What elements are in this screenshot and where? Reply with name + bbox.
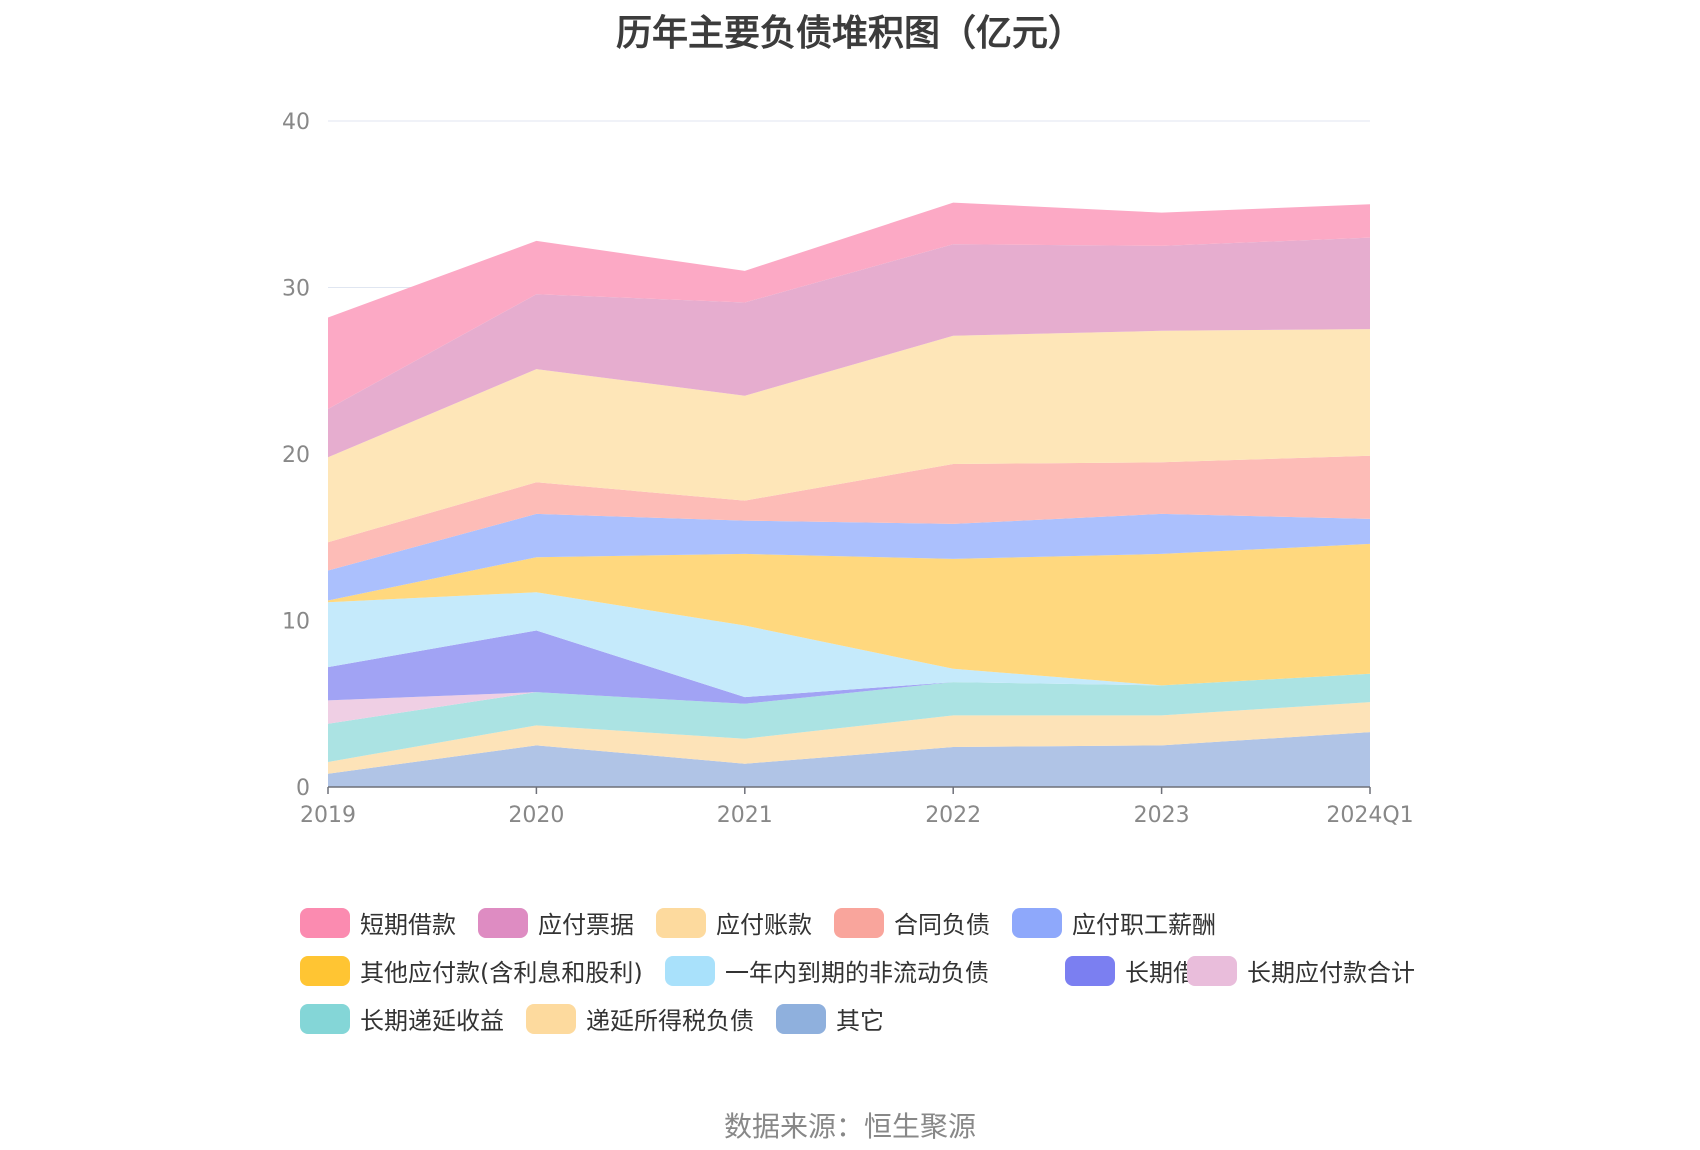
legend-item[interactable]: 应付票据 <box>478 905 634 940</box>
legend-swatch <box>300 1003 350 1034</box>
legend-swatch <box>776 1003 826 1034</box>
legend-swatch <box>1012 907 1062 938</box>
legend-item[interactable]: 短期借款 <box>300 905 456 940</box>
area-series-10 <box>328 237 1370 458</box>
area-series-6 <box>328 543 1370 686</box>
x-tick-label: 2019 <box>300 803 356 828</box>
y-tick-label: 30 <box>282 277 310 302</box>
legend-item[interactable]: 应付账款 <box>656 905 812 940</box>
y-tick-label: 0 <box>296 776 310 801</box>
area-series-2 <box>328 673 1370 762</box>
legend-item[interactable]: 一年内到期的非流动负债 <box>665 953 989 988</box>
legend-swatch <box>300 907 350 938</box>
legend-label: 其它 <box>836 1007 884 1035</box>
area-series-7 <box>328 513 1370 601</box>
area-series-1 <box>328 702 1370 774</box>
y-tick-label: 40 <box>282 110 310 135</box>
legend-label: 其他应付款(含利息和股利) <box>360 959 643 987</box>
x-tick-label: 2023 <box>1134 803 1190 828</box>
x-tick-label: 2021 <box>717 803 773 828</box>
chart-title: 历年主要负债堆积图（亿元） <box>615 13 1084 54</box>
legend-label: 应付职工薪酬 <box>1072 911 1216 939</box>
legend-item[interactable]: 长期应付款合计 <box>1187 953 1415 988</box>
y-tick-label: 10 <box>282 610 310 635</box>
legend-label: 一年内到期的非流动负债 <box>725 959 989 987</box>
x-tick-label: 2020 <box>508 803 564 828</box>
legend-item[interactable]: 其他应付款(含利息和股利) <box>300 953 643 988</box>
area-series-0 <box>328 732 1370 787</box>
legend-item[interactable]: 递延所得税负债 <box>526 1001 754 1036</box>
legend-label: 长期递延收益 <box>360 1007 504 1035</box>
legend-swatch <box>300 955 350 986</box>
x-tick-label: 2022 <box>925 803 981 828</box>
legend-swatch <box>656 907 706 938</box>
legend-swatch <box>665 955 715 986</box>
legend-label: 合同负债 <box>894 911 990 939</box>
legend-label: 递延所得税负债 <box>586 1007 754 1035</box>
legend-swatch <box>1187 955 1237 986</box>
area-series-11 <box>328 202 1370 409</box>
legend-label: 应付账款 <box>716 911 812 939</box>
legend-swatch <box>1065 955 1115 986</box>
axes: 0 10 20 30 40 2019 2020 2021 2022 2023 2024Q1 <box>282 110 1414 828</box>
area-series-9 <box>328 329 1370 543</box>
legend-swatch <box>834 907 884 938</box>
area-series-8 <box>328 455 1370 571</box>
legend-swatch <box>526 1003 576 1034</box>
area-series-5 <box>328 592 1370 698</box>
legend-item[interactable]: 应付职工薪酬 <box>1012 905 1216 940</box>
x-tick-label: 2024Q1 <box>1326 803 1413 828</box>
legend-label: 应付票据 <box>538 911 634 939</box>
y-tick-label: 20 <box>282 443 310 468</box>
legend-swatch <box>478 907 528 938</box>
legend-item[interactable]: 合同负债 <box>834 905 990 940</box>
area-series-4 <box>328 630 1370 704</box>
legend-label: 长期应付款合计 <box>1247 959 1415 987</box>
area-series-group <box>328 202 1370 787</box>
data-source-note: 数据来源：恒生聚源 <box>723 1110 976 1143</box>
legend-item[interactable]: 其它 <box>776 1001 884 1036</box>
legend-item[interactable]: 长期递延收益 <box>300 1001 504 1036</box>
legend-label: 短期借款 <box>360 911 456 939</box>
